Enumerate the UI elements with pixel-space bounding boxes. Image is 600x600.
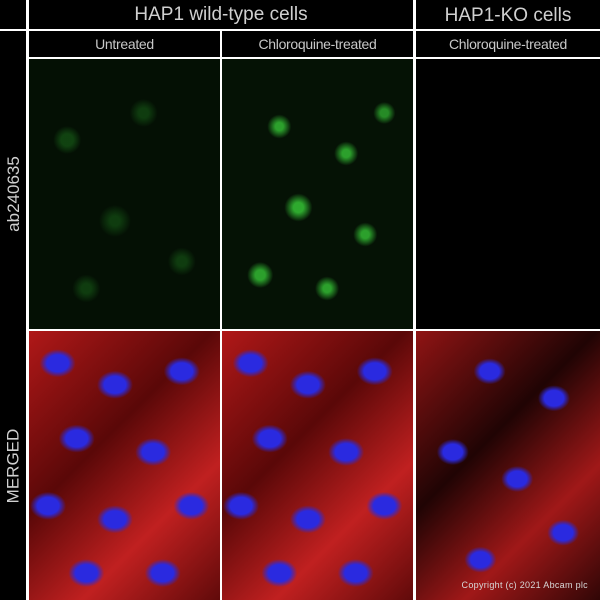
column-header-chloroquine-ko: Chloroquine-treated	[448, 36, 568, 52]
divider	[220, 31, 222, 600]
column-header-chloroquine-wt: Chloroquine-treated	[258, 36, 377, 52]
image-merged-chloroquine-wt	[222, 331, 413, 600]
image-antibody-untreated	[29, 59, 220, 329]
image-antibody-chloroquine-wt	[222, 59, 413, 329]
divider	[413, 0, 416, 600]
divider	[26, 0, 29, 600]
divider	[29, 329, 600, 331]
group-header-wildtype: HAP1 wild-type cells	[134, 3, 308, 25]
group-header-ko: HAP1-KO cells	[444, 4, 572, 26]
copyright-text: Copyright (c) 2021 Abcam plc	[461, 580, 588, 590]
image-merged-untreated	[29, 331, 220, 600]
image-antibody-chloroquine-ko	[416, 59, 600, 329]
divider	[0, 29, 600, 31]
divider	[29, 57, 600, 59]
row-label-antibody: ab240635	[3, 156, 23, 232]
row-label-merged: MERGED	[3, 428, 23, 503]
column-header-untreated: Untreated	[95, 36, 154, 52]
image-merged-chloroquine-ko: Copyright (c) 2021 Abcam plc	[416, 331, 600, 600]
